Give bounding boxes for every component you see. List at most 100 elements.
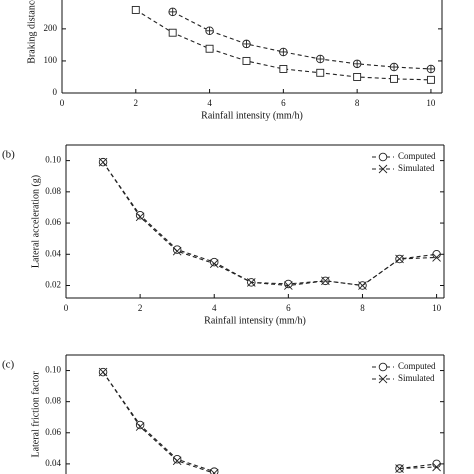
x-axis-label: Rainfall intensity (mm/h) — [204, 315, 306, 326]
marker-circle — [209, 257, 219, 267]
y-tick-label: 0.10 — [45, 155, 61, 165]
marker-cross — [246, 278, 256, 287]
marker — [426, 75, 435, 84]
marker — [172, 456, 182, 466]
marker — [246, 278, 256, 287]
marker — [168, 28, 177, 37]
marker — [378, 374, 388, 384]
marker — [135, 420, 145, 430]
marker — [352, 59, 362, 69]
marker — [432, 250, 441, 259]
marker-cross — [212, 468, 219, 474]
marker — [135, 422, 145, 431]
marker — [426, 64, 436, 74]
marker-cross — [284, 281, 293, 290]
marker — [358, 281, 367, 290]
marker-square — [390, 74, 398, 83]
marker-square — [426, 75, 435, 84]
plot-area — [98, 367, 441, 474]
marker-cross — [378, 164, 388, 174]
marker-cross — [432, 253, 441, 262]
marker — [205, 26, 214, 36]
series-line — [102, 161, 437, 287]
panel-label: (b) — [2, 149, 15, 161]
marker — [209, 257, 219, 267]
marker — [395, 254, 404, 264]
marker-cross — [378, 374, 388, 384]
marker-cross — [209, 259, 219, 268]
y-axis-label: Braking distance — [26, 0, 37, 64]
marker-square — [205, 44, 214, 53]
series-line — [172, 11, 431, 70]
marker-cross — [395, 464, 404, 473]
x-tick-label: 4 — [207, 98, 212, 108]
x-tick-label: 2 — [134, 98, 139, 108]
marker-circle — [432, 459, 441, 469]
y-tick-label: 100 — [44, 55, 58, 65]
y-tick-label: 0.08 — [45, 186, 61, 196]
x-tick-label: 8 — [355, 98, 360, 108]
y-tick-label: 0.04 — [45, 248, 61, 258]
x-axis-label: Rainfall intensity (mm/h) — [201, 110, 303, 121]
legend-label: Simulated — [398, 163, 435, 173]
marker — [378, 362, 388, 372]
marker — [321, 276, 330, 286]
marker-circle — [135, 420, 145, 430]
marker — [378, 152, 388, 162]
marker — [279, 47, 288, 57]
marker-circle — [135, 211, 145, 220]
marker — [316, 54, 325, 64]
marker-cross — [98, 157, 108, 167]
marker — [390, 74, 398, 83]
marker-cross — [135, 422, 145, 431]
x-tick-label: 6 — [286, 303, 291, 313]
legend-marker — [378, 362, 388, 372]
y-tick-label: 200 — [44, 23, 58, 33]
marker-circle — [172, 454, 182, 464]
x-tick-label: 10 — [432, 303, 442, 313]
marker — [135, 212, 145, 222]
marker — [172, 246, 182, 256]
marker — [279, 64, 288, 73]
x-tick-label: 4 — [212, 303, 217, 313]
marker-square — [316, 68, 325, 77]
plot-area — [131, 5, 436, 84]
marker — [284, 279, 293, 289]
y-axis-label: Lateral friction factor — [30, 371, 41, 458]
marker — [209, 467, 219, 474]
x-tick-label: 8 — [360, 303, 365, 313]
marker-cross — [98, 367, 108, 377]
marker-cross — [172, 246, 182, 256]
marker — [135, 211, 145, 220]
y-tick-label: 0.06 — [45, 427, 61, 437]
x-tick-label: 0 — [64, 303, 69, 313]
series-line — [135, 9, 431, 81]
series-line — [399, 463, 437, 470]
series-line — [102, 371, 215, 474]
marker — [432, 253, 441, 262]
y-tick-label: 0.08 — [45, 396, 61, 406]
legend-label: Simulated — [398, 373, 435, 383]
legend-label: Computed — [398, 361, 436, 371]
legend-marker — [378, 164, 388, 174]
marker — [284, 281, 293, 290]
legend-marker — [378, 374, 388, 384]
y-tick-label: 0.02 — [45, 280, 61, 290]
marker — [432, 462, 441, 472]
marker-square — [353, 73, 362, 81]
marker-circle — [209, 467, 219, 474]
marker — [172, 245, 182, 254]
marker — [432, 459, 441, 469]
y-tick-label: 0.06 — [45, 217, 61, 227]
marker — [209, 468, 219, 474]
series-line — [102, 371, 215, 473]
marker-circle — [432, 250, 441, 259]
series-line — [399, 466, 437, 470]
marker-cross — [395, 254, 404, 264]
y-tick-label: 0 — [53, 87, 58, 97]
marker-cross — [135, 212, 145, 222]
x-tick-label: 0 — [60, 98, 65, 108]
marker — [316, 68, 325, 77]
x-tick-label: 2 — [138, 303, 143, 313]
